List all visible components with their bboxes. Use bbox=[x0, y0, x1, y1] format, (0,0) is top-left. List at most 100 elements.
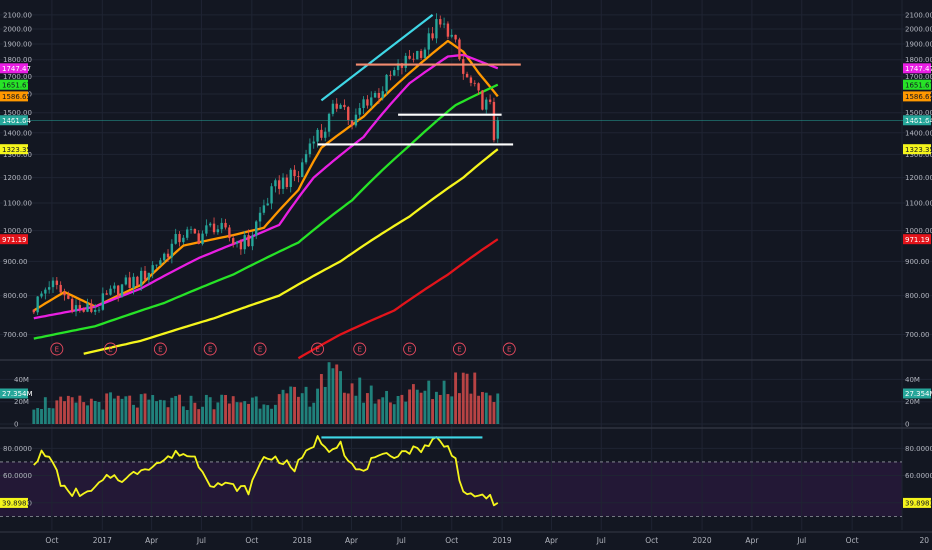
volume-bar-33 bbox=[158, 399, 162, 424]
time-axis[interactable]: Oct 2017 Apr Jul Oct 2018 Apr Jul Oct 2019 Apr Jul O… bbox=[45, 536, 929, 545]
earnings-marker-4[interactable]: E bbox=[253, 342, 267, 356]
time-tick-7: Jul bbox=[396, 536, 406, 545]
candle-62 bbox=[270, 183, 273, 210]
candle-80 bbox=[339, 103, 342, 109]
candle-119 bbox=[488, 94, 492, 105]
candle-body bbox=[439, 19, 442, 25]
badge-box bbox=[0, 91, 28, 102]
candle-29 bbox=[143, 265, 147, 283]
candle-body bbox=[477, 83, 480, 91]
drawing-layer[interactable] bbox=[317, 13, 521, 146]
candle-5 bbox=[51, 277, 55, 293]
volume-bar-23 bbox=[120, 398, 124, 424]
candle-41 bbox=[189, 226, 193, 234]
volume-bar-27 bbox=[135, 407, 139, 424]
candle-91 bbox=[381, 86, 384, 101]
candle-body bbox=[205, 225, 208, 234]
left-tick-14: 2100.00 bbox=[3, 11, 32, 19]
badge-box bbox=[0, 234, 28, 245]
earnings-marker-1[interactable]: E bbox=[104, 342, 117, 356]
candle-26 bbox=[132, 273, 135, 295]
candle-115 bbox=[473, 80, 476, 87]
volume-bar-81 bbox=[342, 392, 346, 424]
earnings-marker-8[interactable]: E bbox=[452, 342, 466, 356]
candle-70 bbox=[301, 158, 304, 178]
time-tick-1: 2017 bbox=[93, 536, 112, 545]
right-tick-7: 1400.00 bbox=[905, 129, 932, 137]
volume-bar-71 bbox=[304, 386, 308, 424]
time-tick-0: Oct bbox=[45, 536, 58, 545]
badge-value: 1651.67 bbox=[905, 81, 932, 89]
earnings-marker-9[interactable]: E bbox=[502, 342, 516, 356]
candle-56 bbox=[247, 229, 250, 247]
candle-50 bbox=[224, 218, 227, 230]
rsi-band-fill bbox=[0, 461, 902, 517]
volume-bar-8 bbox=[63, 401, 66, 424]
candle-11 bbox=[74, 299, 78, 317]
candle-body bbox=[143, 270, 147, 280]
right-tick-8: 1500.00 bbox=[905, 109, 932, 117]
candle-body bbox=[270, 186, 273, 204]
candle-32 bbox=[155, 264, 158, 269]
candle-28 bbox=[140, 267, 143, 291]
earnings-marker-7[interactable]: E bbox=[403, 342, 417, 356]
volume-bar-28 bbox=[139, 394, 143, 424]
earnings-label: E bbox=[457, 346, 461, 354]
candle-body bbox=[389, 74, 392, 76]
left-tick-10: 1700.00 bbox=[3, 73, 32, 81]
left-tick-11: 1800.00 bbox=[3, 56, 32, 64]
rsi-panel[interactable] bbox=[0, 435, 902, 517]
badge-box bbox=[903, 388, 931, 399]
candle-117 bbox=[481, 89, 484, 111]
volume-bar-68 bbox=[293, 386, 296, 424]
pane-dividers[interactable] bbox=[0, 359, 932, 533]
earnings-marker-0[interactable]: E bbox=[50, 342, 64, 356]
earnings-marker-2[interactable]: E bbox=[153, 342, 167, 356]
volume-bar-21 bbox=[112, 398, 116, 424]
candle-body bbox=[358, 108, 361, 115]
candle-body bbox=[182, 237, 185, 243]
volume-bar-9 bbox=[66, 395, 70, 424]
candle-36 bbox=[170, 239, 174, 264]
volume-bar-25 bbox=[128, 395, 132, 424]
volume-panel[interactable] bbox=[32, 362, 500, 424]
right-tick-3: 1000.00 bbox=[905, 227, 932, 235]
candle-94 bbox=[393, 67, 396, 76]
badge-value: 1323.35 bbox=[2, 146, 31, 154]
volume-bar-78 bbox=[331, 368, 335, 424]
earnings-label: E bbox=[358, 346, 362, 354]
candle-body bbox=[197, 233, 200, 244]
candle-body bbox=[90, 303, 93, 312]
volume-bar-34 bbox=[162, 400, 166, 424]
candle-body bbox=[262, 205, 266, 213]
candle-75 bbox=[320, 124, 323, 141]
volume-badge-right: 27.354M bbox=[903, 388, 932, 399]
candle-body bbox=[381, 91, 384, 98]
left-tick-6: 1300.00 bbox=[3, 151, 32, 159]
candle-body bbox=[301, 162, 304, 177]
volume-bar-42 bbox=[193, 402, 197, 424]
candle-76 bbox=[324, 127, 327, 142]
volume-bar-69 bbox=[296, 396, 300, 424]
right-tick-13: 2000.00 bbox=[905, 26, 932, 34]
candle-92 bbox=[385, 73, 388, 96]
earnings-circle bbox=[403, 342, 417, 356]
candle-113 bbox=[465, 71, 469, 78]
volume-bar-72 bbox=[308, 406, 312, 424]
earnings-marker-5[interactable]: E bbox=[311, 342, 325, 356]
earnings-circle bbox=[253, 342, 267, 356]
candle-body bbox=[258, 212, 262, 222]
volume-bar-103 bbox=[427, 380, 431, 424]
earnings-marker-6[interactable]: E bbox=[353, 342, 367, 356]
earnings-label: E bbox=[407, 346, 411, 354]
price-candles[interactable] bbox=[32, 13, 499, 317]
badge-box bbox=[0, 388, 28, 399]
candle-body bbox=[446, 23, 450, 37]
candle-37 bbox=[174, 228, 177, 245]
earnings-label: E bbox=[315, 346, 319, 354]
price-badge-4-left: 1323.35 bbox=[0, 144, 31, 155]
earnings-marker-3[interactable]: E bbox=[203, 342, 217, 356]
candle-104 bbox=[431, 27, 434, 41]
